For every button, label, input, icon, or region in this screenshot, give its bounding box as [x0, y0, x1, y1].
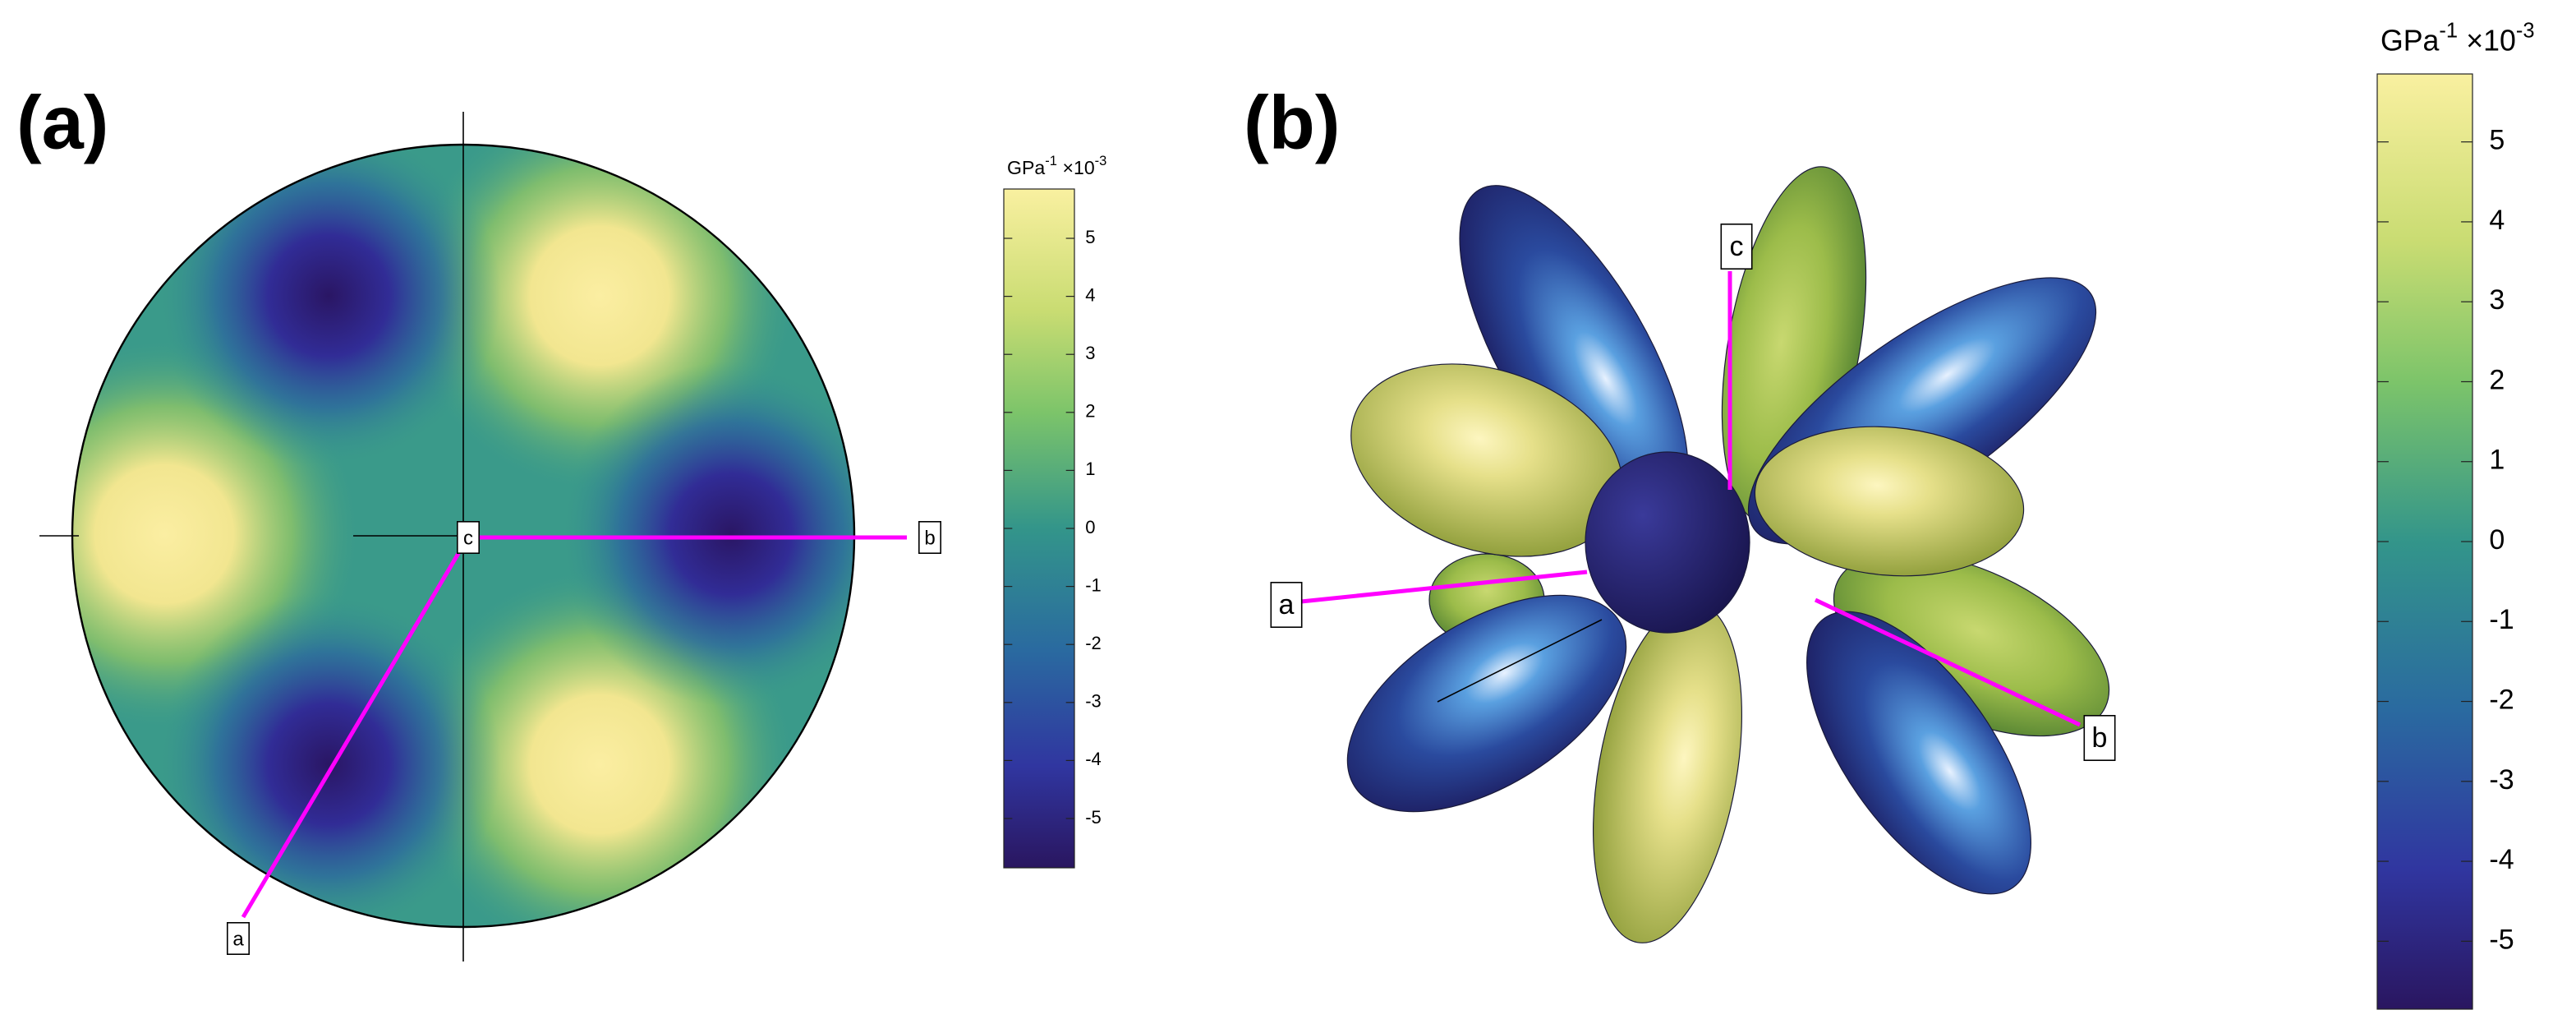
colorbar-tick-label: 2 [1085, 401, 1095, 422]
colorbar-unit-part: GPa [2380, 25, 2440, 58]
colorbar-tick-label: -5 [1085, 807, 1102, 828]
colorbar-tick-label: 0 [2489, 524, 2505, 556]
axis-label-box [1270, 581, 1303, 628]
axis-label-box [2083, 714, 2116, 761]
colorbar-tick-label: 1 [2489, 445, 2505, 476]
colorbar-tick-label: -1 [2489, 604, 2514, 635]
axis-lines [241, 535, 907, 919]
colorbar-tick-label: 0 [1085, 517, 1095, 537]
colorbar-tick-label: 4 [1085, 284, 1095, 305]
colorbar-unit-part: -1 [1045, 154, 1057, 168]
axis-label: c [1730, 231, 1744, 262]
colorbar-unit-part: ×10 [1062, 157, 1094, 178]
colorbar-tick-label: 3 [2489, 284, 2505, 316]
colorbar-unit-part: GPa [1007, 157, 1045, 178]
colorbar-tick-label: -4 [1085, 749, 1102, 769]
panel-label: (a) [16, 81, 108, 164]
colorbar-tick-label: 3 [1085, 343, 1095, 363]
colorbar-unit-part: ×10 [2466, 25, 2516, 58]
colorbar-unit: GPa-1 ×10-3 [1007, 154, 1106, 178]
axis-label: b [924, 527, 935, 549]
panel-label: (b) [1244, 81, 1340, 164]
axis-label-box [226, 922, 250, 956]
axis-label: c [463, 527, 473, 549]
colorbar-unit-part: -1 [2439, 19, 2458, 42]
surface-3d [1346, 166, 2110, 943]
colorbar-tick-label: 5 [2489, 125, 2505, 156]
colorbar-tick-label: 5 [1085, 227, 1095, 247]
colorbar [1003, 188, 1075, 869]
colorbar-tick-label: 2 [2489, 364, 2505, 395]
pole-figure [72, 145, 854, 927]
colorbar-tick-label: 4 [2489, 205, 2505, 236]
colorbar-tick-label: -5 [2489, 924, 2514, 955]
axis-lines [1300, 271, 2082, 727]
colorbar-unit: GPa-1 ×10-3 [2380, 19, 2535, 58]
axis-label: a [232, 928, 244, 950]
axis-label-box [456, 520, 480, 554]
colorbar-tick-label: -3 [2489, 764, 2514, 796]
colorbar-tick-label: -1 [1085, 574, 1102, 595]
colorbar-unit-part: -3 [1095, 154, 1107, 168]
colorbar-unit-part: -3 [2516, 19, 2535, 42]
colorbar-tick-label: -3 [1085, 691, 1102, 712]
colorbar [2376, 73, 2473, 1010]
colorbar-tick-label: 1 [1085, 459, 1095, 479]
axis-label: b [2092, 722, 2108, 754]
axis-label: a [1279, 589, 1295, 620]
colorbar-tick-label: -4 [2489, 844, 2514, 875]
colorbar-tick-label: -2 [2489, 685, 2514, 716]
axis-label-box [1720, 223, 1753, 270]
axis-label-box [918, 520, 942, 554]
colorbar-tick-label: -2 [1085, 633, 1102, 653]
